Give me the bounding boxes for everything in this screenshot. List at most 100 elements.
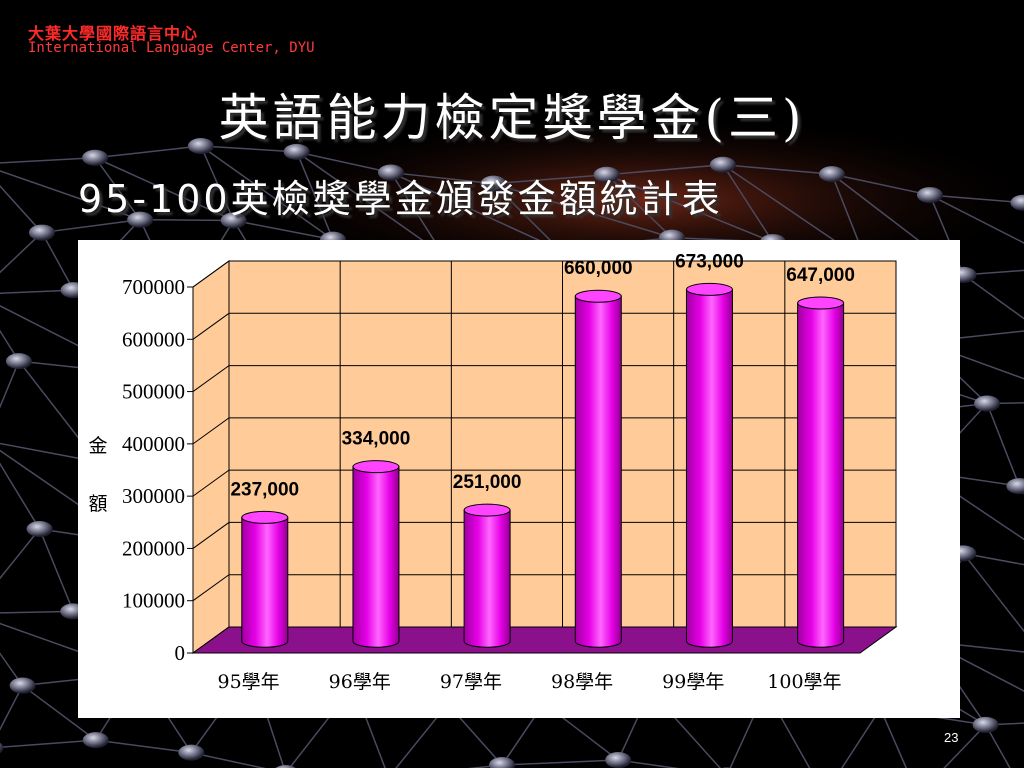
network-line — [492, 183, 561, 251]
network-node — [973, 395, 1000, 412]
network-line — [296, 151, 444, 256]
network-node — [916, 187, 943, 204]
network-line — [0, 360, 20, 409]
x-tick-label: 98學年 — [551, 671, 613, 693]
data-label: 237,000 — [230, 479, 299, 500]
network-line — [140, 218, 234, 222]
chart-floor — [191, 626, 898, 654]
network-line — [0, 652, 24, 686]
network-node — [178, 744, 205, 761]
y-tick-label: 700000 — [122, 275, 185, 299]
network-line — [929, 194, 1024, 244]
org-name-chinese: 大葉大學國際語言中心 — [28, 24, 199, 43]
network-line — [840, 708, 882, 768]
network-line — [390, 171, 561, 251]
network-node — [9, 677, 36, 694]
network-node — [82, 732, 109, 749]
data-label: 673,000 — [675, 251, 744, 272]
network-line — [984, 724, 1011, 768]
network-line — [986, 402, 1024, 405]
network-node — [377, 164, 404, 181]
bar-top — [463, 503, 511, 517]
network-line — [929, 194, 1024, 204]
network-node — [220, 212, 247, 229]
network-line — [296, 151, 392, 174]
chart-panel: 0 100000 200000 300000 400000 500000 600000 700… — [78, 240, 960, 718]
network-line — [963, 274, 1024, 320]
network-line — [0, 739, 96, 748]
bar — [463, 509, 511, 648]
network-line — [986, 403, 1021, 487]
page-number: 23 — [944, 730, 959, 745]
network-node — [818, 166, 845, 183]
network-line — [502, 759, 619, 766]
network-node — [1010, 194, 1024, 211]
y-tick-label: 600000 — [122, 327, 185, 351]
y-tick-label: 400000 — [122, 432, 185, 456]
x-tick-label: 96學年 — [329, 671, 391, 693]
slide-title: 英語能力檢定獎學金(三) — [218, 89, 806, 147]
network-line — [0, 170, 141, 221]
network-line — [0, 156, 96, 164]
network-node — [0, 742, 4, 754]
network-line — [0, 610, 74, 614]
y-tick-label: 500000 — [122, 380, 185, 404]
network-line — [233, 219, 334, 241]
data-label: 334,000 — [342, 429, 411, 450]
bar-top — [797, 296, 845, 310]
bar-top — [685, 282, 733, 296]
y-axis-label-char: 金 — [88, 435, 107, 457]
network-line — [985, 722, 1024, 726]
network-line — [191, 751, 267, 768]
bar-top — [241, 510, 289, 524]
network-line — [493, 182, 673, 239]
network-line — [0, 462, 41, 530]
network-node — [275, 765, 296, 768]
network-line — [0, 329, 20, 362]
network-node — [972, 716, 999, 733]
network-node — [82, 149, 109, 166]
network-node — [593, 166, 620, 183]
bar-chart: 0 100000 200000 300000 400000 500000 600000 700… — [88, 251, 898, 693]
network-line — [879, 708, 908, 768]
network-line — [606, 174, 673, 239]
network-line — [467, 764, 503, 768]
x-tick-label: 95學年 — [217, 671, 279, 693]
y-tick-label: 100000 — [122, 589, 185, 613]
network-line — [963, 552, 1024, 566]
network-line — [200, 145, 334, 241]
network-node — [605, 752, 632, 768]
bar-top — [574, 289, 622, 303]
network-line — [606, 174, 774, 243]
network-line — [963, 269, 1024, 276]
network-line — [606, 163, 723, 176]
network-node — [709, 156, 736, 173]
data-label: 647,000 — [786, 265, 855, 286]
y-tick-label: 0 — [175, 641, 186, 665]
network-line — [0, 185, 43, 234]
network-node — [26, 520, 53, 537]
x-tick-label: 99學年 — [662, 671, 724, 693]
network-line — [95, 145, 201, 159]
network-line — [296, 151, 334, 240]
bar — [797, 302, 845, 648]
network-line — [722, 164, 774, 243]
bar — [685, 288, 733, 648]
network-line — [22, 684, 97, 741]
network-node — [28, 224, 55, 241]
network-line — [0, 685, 24, 731]
data-label: 660,000 — [564, 258, 633, 279]
network-node — [480, 175, 507, 192]
network-line — [943, 724, 987, 768]
chart-side-wall — [192, 260, 230, 654]
slide-subtitle: 95-100英檢獎學金頒發金額統計表 — [78, 177, 723, 221]
y-tick-label: 300000 — [122, 484, 185, 508]
y-axis-label-char: 額 — [88, 493, 107, 515]
bar-top — [352, 460, 400, 474]
network-line — [0, 528, 41, 580]
network-line — [95, 739, 192, 754]
org-name-english: International Language Center, DYU — [28, 40, 315, 56]
network-line — [200, 145, 235, 221]
network-node — [5, 353, 32, 370]
network-line — [0, 289, 74, 294]
